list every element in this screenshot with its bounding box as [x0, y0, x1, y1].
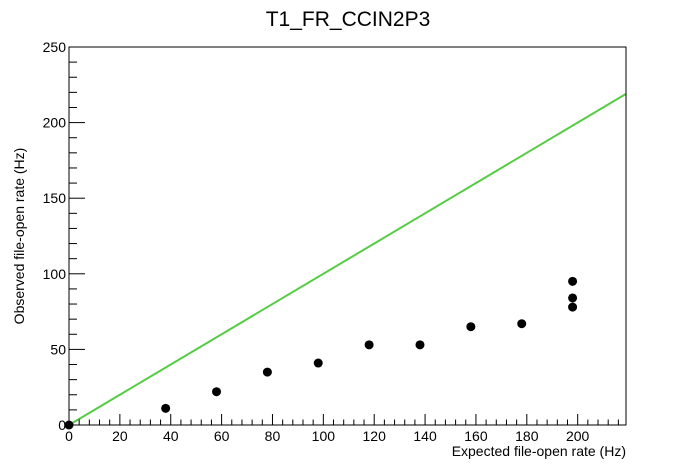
x-tick-label: 200: [566, 428, 590, 444]
data-point: [568, 276, 578, 286]
data-point: [212, 387, 222, 397]
plot-frame: [68, 46, 627, 426]
data-point: [568, 302, 578, 312]
y-tick-label: 50: [50, 341, 66, 357]
x-tick-label: 180: [515, 428, 539, 444]
data-point: [466, 322, 476, 332]
reference-line: [68, 93, 627, 426]
y-tick-label: 0: [58, 417, 66, 433]
y-tick-label: 100: [43, 266, 67, 282]
data-point: [517, 319, 527, 329]
x-tick-label: 140: [413, 428, 437, 444]
x-axis-title: Expected file-open rate (Hz): [452, 443, 626, 459]
data-point: [415, 340, 425, 350]
y-axis: 0 50 100 150 200 250: [43, 39, 85, 433]
y-tick-label: 250: [43, 39, 67, 55]
x-tick-label: 120: [363, 428, 387, 444]
data-point: [364, 340, 374, 350]
data-point: [568, 293, 578, 303]
y-axis-title: Observed file-open rate (Hz): [11, 148, 27, 325]
data-point: [161, 403, 171, 413]
y-tick-label: 200: [43, 115, 67, 131]
plot-area: [64, 93, 627, 430]
x-tick-label: 160: [464, 428, 488, 444]
x-tick-label: 60: [214, 428, 230, 444]
data-point: [313, 358, 323, 368]
x-tick-label: 40: [163, 428, 179, 444]
x-tick-label: 100: [312, 428, 336, 444]
chart-title: T1_FR_CCIN2P3: [266, 8, 431, 31]
x-tick-label: 80: [265, 428, 281, 444]
x-axis: 0 20 40 60 80 100 120 140 160 180 200: [65, 414, 619, 444]
x-tick-label: 20: [112, 428, 128, 444]
data-point: [262, 367, 272, 377]
y-tick-label: 150: [43, 190, 67, 206]
x-tick-label: 0: [65, 428, 73, 444]
